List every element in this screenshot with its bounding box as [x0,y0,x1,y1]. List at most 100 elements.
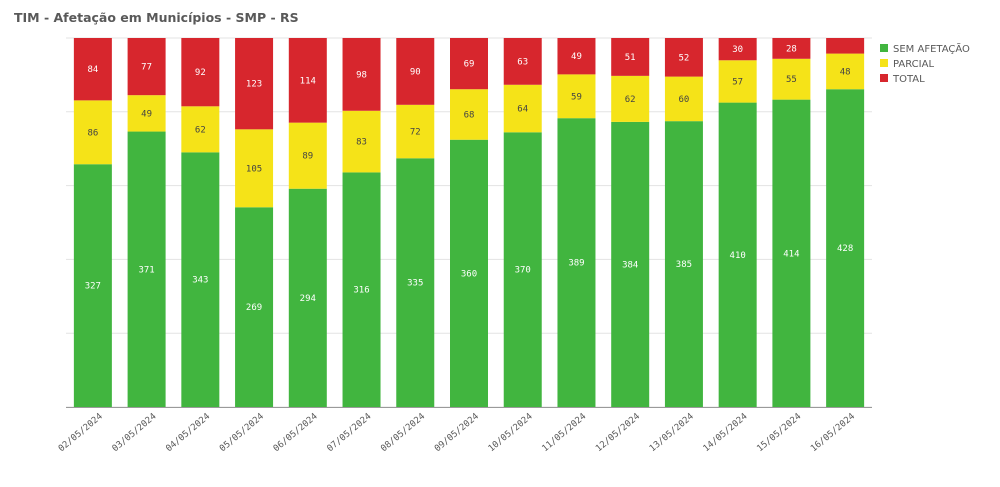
bar-segment [342,110,381,173]
bar-segment [611,121,650,407]
data-label: 57 [732,77,743,87]
legend: SEM AFETAÇÃO PARCIAL TOTAL [880,42,970,85]
bar-stack: 360 68 69 [450,38,488,407]
legend-item[interactable]: PARCIAL [880,59,934,70]
data-label: 51 [625,53,636,63]
bar-segment [611,38,650,76]
bar-segment [342,172,381,407]
x-tick-label: 15/05/2024 [755,412,803,454]
data-label: 389 [568,259,584,269]
data-label: 89 [302,152,313,162]
legend-label: SEM AFETAÇÃO [893,42,970,55]
bar-stack: 269 105 123 [235,38,274,407]
bar-segment [503,84,542,133]
bar-segment [503,132,542,407]
legend-item[interactable]: SEM AFETAÇÃO [880,42,970,55]
data-label: 59 [571,92,582,102]
bar-segment [611,75,650,122]
data-label: 105 [246,164,262,174]
bar-stack: 370 64 63 [503,38,542,407]
bar-segment [664,121,703,407]
data-label: 84 [87,65,98,75]
data-label: 48 [840,67,851,77]
legend-swatch [880,59,888,67]
bar-stack: 335 72 90 [396,38,435,407]
bar-segment [450,89,488,140]
data-label: 92 [195,68,206,78]
chart-title: TIM - Afetação em Municípios - SMP - RS [14,10,299,25]
data-label: 69 [464,60,475,70]
data-label: 414 [783,249,799,259]
data-label: 49 [571,52,582,62]
bar-segment [396,158,435,407]
legend-swatch [880,44,888,52]
x-tick-label: 04/05/2024 [164,412,212,454]
data-label: 63 [517,57,528,67]
data-label: 370 [515,266,531,276]
data-label: 68 [464,110,475,120]
bar-segment [718,60,757,103]
data-label: 410 [730,251,746,261]
bar-segment [664,38,703,77]
bar-segment [450,139,488,407]
data-label: 360 [461,269,477,279]
bar-segment [342,38,381,111]
bar-segment [826,38,865,54]
data-label: 52 [679,53,690,63]
bar-segment [557,38,596,75]
bar-stack: 389 59 49 [557,38,596,407]
x-tick-label: 03/05/2024 [111,412,159,454]
data-label: 55 [786,75,797,85]
bar-segment [73,164,112,407]
x-axis: 02/05/2024 03/05/2024 04/05/2024 05/05/2024… [57,407,872,454]
data-label: 83 [356,138,367,148]
bar-segment [181,106,220,153]
bar-segment [826,89,865,408]
x-tick-label: 08/05/2024 [379,412,427,454]
bar-stack: 327 86 84 [73,38,112,407]
data-label: 316 [353,286,369,296]
bar-segment [718,38,757,61]
data-label: 86 [87,128,98,138]
bar-segment [396,104,435,159]
bar-segment [235,38,274,130]
data-label: 294 [300,294,316,304]
data-label: 28 [786,44,797,54]
bar-segment [664,76,703,122]
x-tick-label: 14/05/2024 [702,412,750,454]
data-label: 114 [300,76,316,86]
data-label: 64 [517,105,528,115]
bar-stack: 343 62 92 [181,38,220,407]
bars: 327 86 84 371 49 77 343 62 92 269 105 123 294 89 114 31… [73,38,865,408]
data-label: 62 [625,95,636,105]
bar-segment [235,207,274,407]
data-label: 327 [85,282,101,292]
bar-stack: 414 55 28 [772,38,811,407]
data-label: 77 [141,63,152,73]
x-tick-label: 11/05/2024 [540,412,588,454]
legend-label: PARCIAL [893,59,934,70]
x-tick-label: 02/05/2024 [57,412,105,454]
bar-segment [181,38,220,107]
bar-segment [127,95,166,132]
data-label: 72 [410,128,421,138]
bar-segment [503,38,542,85]
data-label: 371 [138,265,154,275]
bar-segment [127,131,166,407]
data-label: 123 [246,80,262,90]
x-tick-label: 05/05/2024 [218,412,266,454]
bar-stack: 385 60 52 [664,38,703,407]
data-label: 428 [837,244,853,254]
data-label: 343 [192,276,208,286]
bar-segment [288,122,327,189]
bar-segment [73,100,112,165]
bar-segment [288,38,327,123]
bar-stack: 410 57 30 [718,38,757,407]
bar-segment [288,188,327,407]
legend-item[interactable]: TOTAL [880,74,925,85]
data-label: 62 [195,125,206,135]
data-label: 60 [679,95,690,105]
data-label: 30 [732,45,743,55]
data-label: 385 [676,260,692,270]
x-tick-label: 10/05/2024 [487,412,535,454]
